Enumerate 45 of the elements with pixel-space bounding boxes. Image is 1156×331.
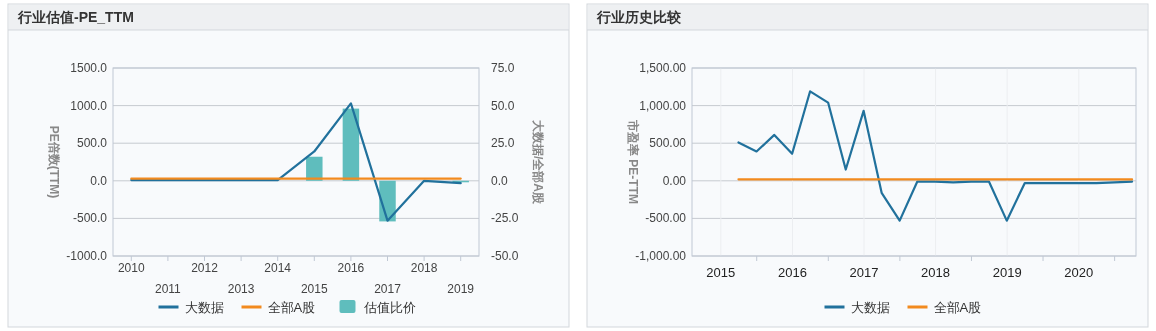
legend-label: 全部A股 bbox=[267, 300, 316, 315]
y2-tick-label: 75.0 bbox=[491, 61, 515, 75]
x-tick-label: 2019 bbox=[992, 265, 1022, 280]
y-tick-label: 500.0 bbox=[76, 136, 108, 151]
y2-tick-label: -50.0 bbox=[491, 249, 519, 263]
legend-label: 大数据 bbox=[850, 300, 890, 315]
x-tick-label: 2018 bbox=[921, 265, 951, 280]
y-tick-label: 1000.0 bbox=[70, 98, 108, 113]
y2-tick-label: 25.0 bbox=[491, 136, 515, 151]
y2-tick-label: 50.0 bbox=[491, 98, 515, 113]
legend-label: 全部A股 bbox=[933, 300, 982, 315]
y2-tick-label: -25.0 bbox=[491, 211, 519, 226]
x-tick-label: 2010 bbox=[117, 261, 145, 275]
x-tick-label: 2016 bbox=[337, 261, 365, 275]
y-tick-label: 1,000.00 bbox=[639, 98, 687, 113]
y-tick-label: -500.00 bbox=[645, 211, 687, 226]
chart-title: 行业估值-PE_TTM bbox=[17, 9, 134, 25]
x-tick-label: 2015 bbox=[300, 282, 328, 296]
x-tick-label: 2017 bbox=[849, 265, 879, 280]
legend-label: 估值比价 bbox=[362, 300, 416, 315]
y2-axis-title: 大数据/全部A股 bbox=[531, 120, 545, 205]
x-tick-label: 2012 bbox=[191, 261, 219, 275]
y-tick-label: 1,500.00 bbox=[639, 61, 687, 75]
y-tick-label: 500.00 bbox=[649, 136, 687, 151]
line-series bbox=[737, 90, 1134, 222]
x-tick-label: 2016 bbox=[778, 265, 807, 280]
y-tick-label: 0.00 bbox=[662, 173, 687, 188]
x-tick-label: 2019 bbox=[447, 282, 475, 296]
x-tick-label: 2017 bbox=[374, 282, 402, 296]
chart-title: 行业历史比较 bbox=[596, 9, 682, 25]
y-axis-title: 市盈率 PE-TTM bbox=[626, 119, 640, 204]
y-tick-label: -1000.0 bbox=[66, 249, 108, 263]
x-tick-label: 2020 bbox=[1064, 265, 1094, 280]
legend-label: 大数据 bbox=[184, 300, 224, 315]
y-tick-label: 1500.0 bbox=[70, 61, 108, 75]
x-tick-label: 2013 bbox=[227, 282, 255, 296]
y-tick-label: 0.0 bbox=[90, 173, 108, 188]
x-tick-label: 2011 bbox=[154, 282, 182, 296]
y-axis-title: PE倍数(TTM) bbox=[47, 125, 61, 199]
x-tick-label: 2018 bbox=[410, 261, 438, 275]
x-tick-label: 2014 bbox=[264, 261, 292, 275]
y-tick-label: -500.0 bbox=[72, 211, 108, 226]
y2-tick-label: 0.0 bbox=[491, 173, 509, 188]
x-tick-label: 2015 bbox=[706, 265, 736, 280]
y-tick-label: -1,000.00 bbox=[635, 249, 687, 263]
